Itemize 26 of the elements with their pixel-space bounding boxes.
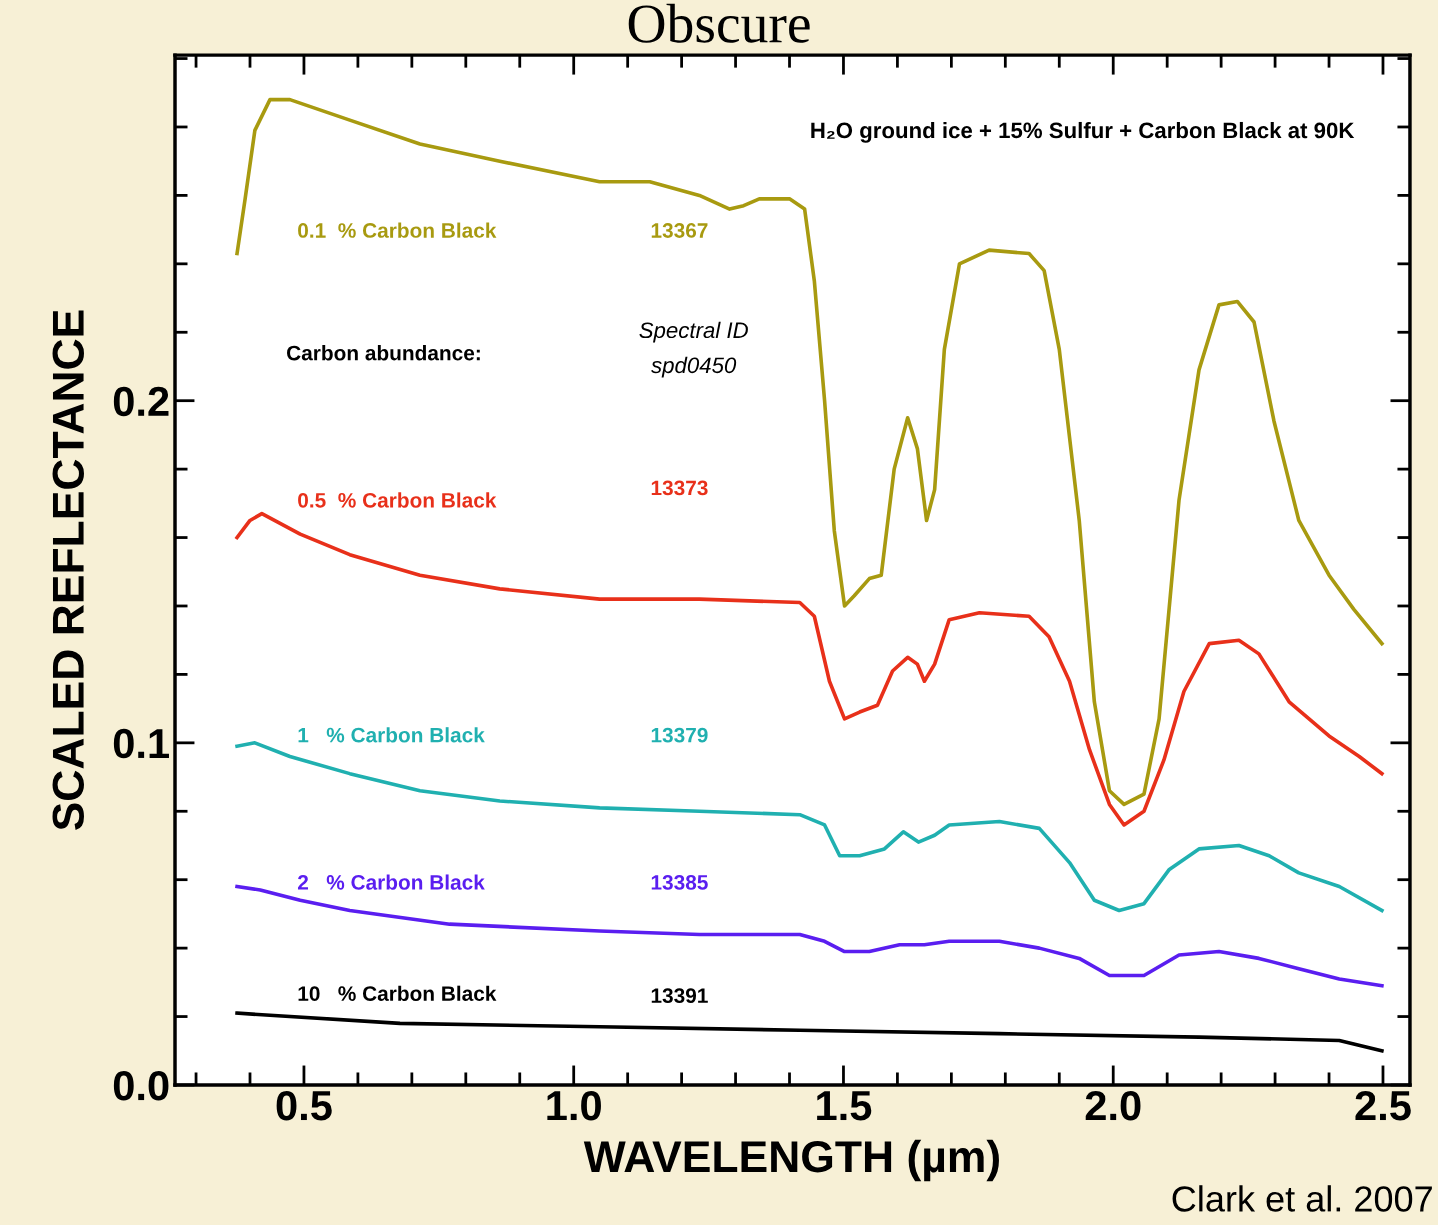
y-tick-label: 0.2 [113, 386, 169, 417]
y-axis-title: SCALED REFLECTANCE [52, 310, 84, 831]
y-tick-label: 0.1 [113, 728, 169, 759]
y-tick-label: 0.0 [113, 1070, 169, 1101]
annotation: Spectral ID [639, 321, 748, 343]
x-axis-title: WAVELENGTH (µm) [583, 1139, 999, 1182]
text: Clark et al. 2007 [1172, 1185, 1432, 1212]
annotation: 13367 [651, 223, 708, 238]
x-tick-label: 2.0 [1085, 1090, 1141, 1121]
series-label: 10 % Carbon Black [298, 985, 497, 1001]
chart-title: Obscure [628, 3, 810, 43]
annotation: spd0450 [651, 356, 737, 378]
series-label: 0.5 % Carbon Black [298, 492, 497, 508]
series-label: 2 % Carbon Black [297, 874, 485, 890]
annotation: Carbon abundance: [287, 345, 480, 361]
x-tick-label: 1.0 [547, 1090, 601, 1121]
annotation: H₂O ground ice + 15% Sulfur + Carbon Black at 90K [811, 121, 1355, 143]
x-tick-label: 1.5 [817, 1091, 872, 1121]
x-tick-label: 2.5 [1355, 1090, 1411, 1121]
annotation: 13379 [651, 727, 708, 743]
x-tick-label: 0.5 [276, 1090, 332, 1121]
annotation: 13385 [651, 875, 708, 890]
series-label: 1 % Carbon Black [298, 727, 485, 743]
annotation: 13373 [651, 480, 708, 496]
text: 0.1 % Carbon Black [298, 222, 497, 238]
annotation: 13391 [651, 988, 708, 1004]
